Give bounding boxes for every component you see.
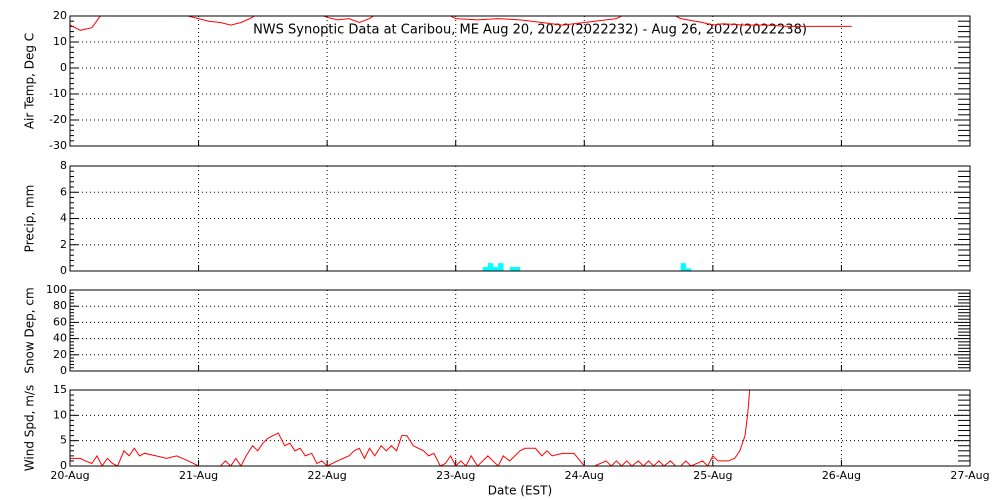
y-tick-label: 6 — [60, 185, 67, 198]
panel-frame — [69, 15, 971, 147]
x-tick-label: 26-Aug — [822, 469, 861, 482]
y-tick-label: 10 — [53, 35, 67, 48]
x-tick-label: 25-Aug — [693, 469, 732, 482]
x-tick-label: 22-Aug — [308, 469, 347, 482]
y-tick-label: 5 — [60, 434, 67, 447]
panel-frame — [69, 389, 971, 467]
x-tick-label: 24-Aug — [565, 469, 604, 482]
y-tick-label: -10 — [49, 87, 67, 100]
y-tick-label: 20 — [53, 348, 67, 361]
y-tick-label: 0 — [60, 264, 67, 277]
y-tick-label: 8 — [60, 159, 67, 172]
y-axis-label: Wind Spd, m/s — [23, 385, 37, 471]
plot-area — [482, 263, 692, 271]
panel-frame — [69, 165, 971, 272]
x-tick-label: 23-Aug — [436, 469, 475, 482]
y-tick-label: 15 — [53, 383, 67, 396]
x-tick-label: 20-Aug — [50, 469, 89, 482]
bar — [493, 267, 499, 271]
bar — [482, 267, 489, 271]
bar — [509, 267, 516, 271]
bar — [514, 267, 521, 271]
plot-area — [70, 16, 852, 31]
y-tick-label: 80 — [53, 299, 67, 312]
y-tick-label: 20 — [53, 9, 67, 22]
y-tick-label: 0 — [60, 364, 67, 377]
y-tick-label: 40 — [53, 332, 67, 345]
y-tick-label: 4 — [60, 212, 67, 225]
y-tick-label: 2 — [60, 238, 67, 251]
y-tick-label: -30 — [49, 139, 67, 152]
chart-title: NWS Synoptic Data at Caribou, ME Aug 20,… — [253, 23, 807, 38]
bar — [487, 263, 494, 271]
y-axis-label: Precip, mm — [23, 185, 37, 253]
x-tick-label: 21-Aug — [179, 469, 218, 482]
bar — [680, 263, 687, 271]
plot-area — [70, 390, 751, 466]
panel-frame — [69, 289, 971, 372]
y-axis-label: Snow Dep, cm — [23, 287, 37, 373]
y-tick-label: 0 — [60, 61, 67, 74]
y-tick-label: -20 — [49, 113, 67, 126]
y-tick-label: 10 — [53, 408, 67, 421]
y-tick-label: 100 — [46, 283, 67, 296]
bar — [685, 268, 692, 271]
data-line — [70, 16, 852, 31]
x-tick-label: 27-Aug — [950, 469, 989, 482]
y-axis-label: Air Temp, Deg C — [23, 33, 37, 129]
y-tick-label: 60 — [53, 315, 67, 328]
data-line — [70, 390, 751, 466]
bar — [498, 263, 504, 271]
x-axis-label: Date (EST) — [488, 484, 552, 498]
y-tick-label: 0 — [60, 459, 67, 472]
